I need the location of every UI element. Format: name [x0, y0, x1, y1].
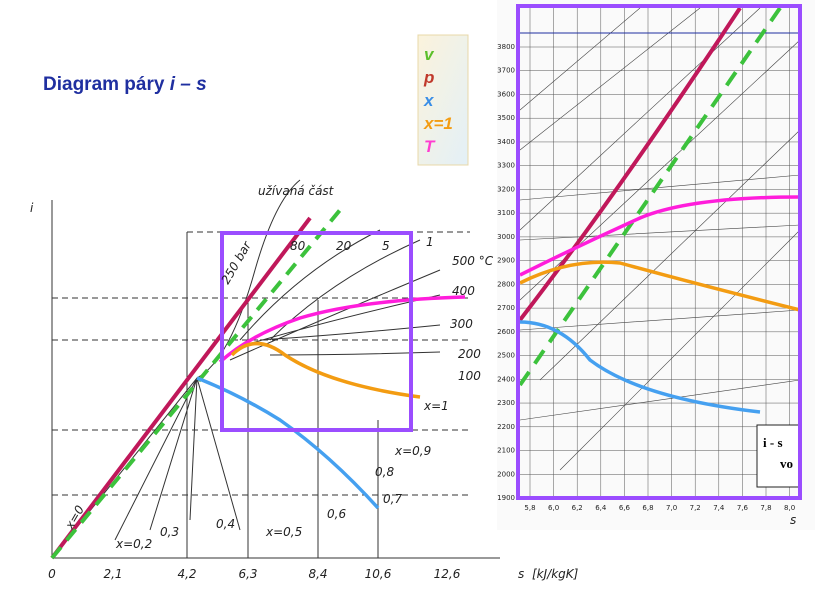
- y-tick-label: 1900: [497, 494, 515, 502]
- x-tick-label: 6,2: [572, 504, 583, 512]
- y-tick-label: 2900: [497, 257, 515, 265]
- x-tick-label: 4,2: [177, 567, 196, 581]
- quality-label: x=0,9: [394, 444, 431, 458]
- quality-label: 0,6: [327, 507, 346, 521]
- y-tick-label: 3500: [497, 114, 515, 122]
- quality-label: 0,4: [216, 517, 235, 531]
- curve-v: [50, 208, 342, 560]
- curve-x: [519, 320, 761, 414]
- left-diagram-lines: [51, 179, 500, 559]
- quality-label: x=0,5: [265, 525, 302, 539]
- axis-label: s: [518, 567, 524, 581]
- temperature-label: 500 °C: [452, 254, 494, 268]
- x-tick-label: 12,6: [434, 567, 461, 581]
- used-region: [220, 231, 413, 432]
- x-tick-label: 5,8: [524, 504, 535, 512]
- left-x-ticks: 0 2,1 4,2 6,3 8,4 10,6 12,6: [48, 567, 461, 581]
- x-tick-label: 7,6: [737, 504, 749, 512]
- legend-item: x: [423, 91, 435, 110]
- curve-t: [519, 195, 801, 277]
- y-tick-label: 3800: [497, 43, 515, 51]
- right-ticks: 1900 2000 2100 2200 2300 2400 2500 2600 2700 2800…: [497, 43, 795, 512]
- axis-unit: [kJ/kgK]: [532, 567, 579, 581]
- axis-label: s: [790, 513, 796, 527]
- legend-item: v: [424, 45, 435, 64]
- quality-label: 0,8: [375, 465, 394, 479]
- title-symbol: i – s: [170, 74, 207, 95]
- x-tick-label: 8,4: [308, 567, 327, 581]
- right-grid: [518, 6, 800, 499]
- x-tick-label: 8,0: [784, 504, 795, 512]
- y-tick-label: 2200: [497, 423, 515, 431]
- temperature-label: 400: [452, 284, 475, 298]
- quality-label: x=0,2: [115, 537, 152, 551]
- x-tick-label: 6,6: [619, 504, 631, 512]
- x-tick-label: 7,4: [713, 504, 725, 512]
- curve-p: [518, 6, 742, 322]
- x-tick-label: 7,0: [666, 504, 677, 512]
- temperature-label: 100: [458, 369, 481, 383]
- y-tick-label: 3100: [497, 209, 515, 217]
- curve-x1: [230, 341, 421, 399]
- pressure-label: 1: [426, 235, 434, 249]
- curve-x: [196, 376, 380, 510]
- pressure-label: 20: [336, 239, 352, 253]
- quality-label: 0,7: [383, 492, 402, 506]
- y-tick-label: 3600: [497, 90, 515, 98]
- x-tick-label: 6,4: [595, 504, 607, 512]
- legend-item: T: [424, 137, 436, 156]
- y-tick-label: 2500: [497, 352, 515, 360]
- legend-item: p: [423, 68, 434, 87]
- y-tick-label: 2300: [497, 399, 515, 407]
- y-tick-label: 3000: [497, 233, 515, 241]
- box-title: i - s: [763, 435, 783, 450]
- label-box: [756, 424, 801, 488]
- x-tick-label: 6,8: [642, 504, 653, 512]
- y-tick-label: 2800: [497, 280, 515, 288]
- x-tick-label: 7,8: [760, 504, 771, 512]
- temperature-label: 300: [450, 317, 473, 331]
- y-tick-label: 3700: [497, 67, 515, 75]
- y-tick-label: 2100: [497, 447, 515, 455]
- quality-label: x=1: [423, 399, 449, 413]
- y-tick-label: 2700: [497, 304, 515, 312]
- quality-label: 0,3: [160, 525, 179, 539]
- right-frame: [516, 4, 802, 500]
- y-tick-label: 3200: [497, 185, 515, 193]
- pressure-label: 80: [290, 239, 306, 253]
- y-tick-label: 2600: [497, 328, 515, 336]
- legend-box: [417, 34, 469, 166]
- y-tick-label: 2000: [497, 470, 515, 478]
- x-tick-label: 7,2: [690, 504, 701, 512]
- x-tick-label: 6,0: [548, 504, 559, 512]
- curve-x1: [519, 260, 801, 312]
- title-text: Diagram páry: [43, 74, 170, 95]
- y-tick-label: 3400: [497, 138, 515, 146]
- x-tick-label: 6,3: [238, 567, 257, 581]
- y-tick-label: 2400: [497, 375, 515, 383]
- box-subtitle: vo: [780, 456, 793, 471]
- slide-title: Diagram páry i – s: [43, 74, 207, 95]
- curve-p: [50, 216, 312, 560]
- legend-item: x=1: [423, 114, 453, 133]
- x-tick-label: 10,6: [365, 567, 392, 581]
- temperature-label: 200: [458, 347, 481, 361]
- axis-label: i: [30, 201, 34, 215]
- pressure-label: 5: [382, 239, 390, 253]
- annotation: užívaná část: [258, 184, 335, 198]
- x-tick-label: 2,1: [103, 567, 122, 581]
- x-tick-label: 0: [48, 567, 56, 581]
- right-diagram-lines: [518, 7, 801, 471]
- y-tick-label: 3300: [497, 162, 515, 170]
